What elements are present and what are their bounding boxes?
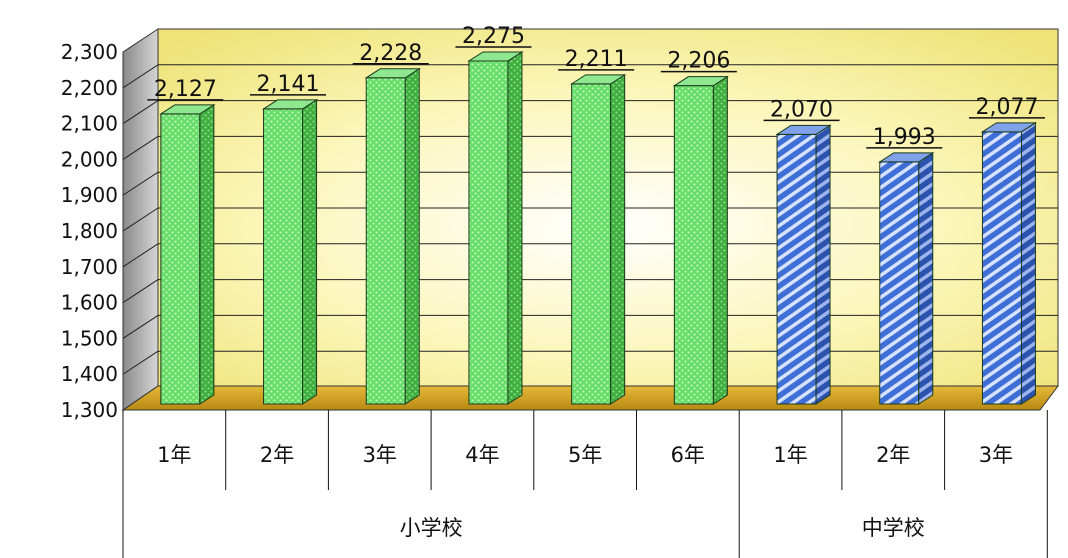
bar-front xyxy=(981,131,1022,405)
bar-side xyxy=(712,75,728,405)
bar-front xyxy=(776,133,817,405)
bar-front xyxy=(879,161,920,405)
bar-front xyxy=(160,113,201,405)
category-label: 3年 xyxy=(979,443,1013,467)
category-label: 6年 xyxy=(671,443,705,467)
group-label: 中学校 xyxy=(862,516,925,540)
bar-top xyxy=(878,152,935,163)
bar xyxy=(878,151,935,405)
bar xyxy=(467,51,524,405)
gridline-side xyxy=(122,64,159,89)
category-label: 2年 xyxy=(260,443,294,467)
y-tick-label: 1,900 xyxy=(61,183,118,207)
data-label: 2,211 xyxy=(565,47,628,72)
gridline-side xyxy=(122,243,159,268)
bar xyxy=(364,67,421,405)
bar-top xyxy=(261,99,319,110)
category-label: 5年 xyxy=(568,443,602,467)
bar xyxy=(569,73,627,405)
y-tick-label: 1,600 xyxy=(61,291,118,315)
bar xyxy=(159,104,216,405)
bar-side xyxy=(610,73,626,405)
category-label: 2年 xyxy=(876,443,910,467)
data-label: 2,070 xyxy=(770,97,833,122)
bar xyxy=(775,124,832,405)
bar-top xyxy=(159,104,216,115)
bar-front xyxy=(673,85,714,405)
y-tick-label: 1,800 xyxy=(61,219,118,243)
data-label: 2,077 xyxy=(975,95,1038,120)
bar-front xyxy=(571,83,612,405)
bar-front xyxy=(468,60,509,405)
bar-side xyxy=(404,67,420,405)
y-tick-label: 1,700 xyxy=(61,255,118,279)
y-tick-label: 1,500 xyxy=(61,326,118,350)
data-label: 2,141 xyxy=(257,72,320,97)
gridline-side xyxy=(122,171,159,196)
bar-side xyxy=(918,151,934,405)
y-tick-label: 1,400 xyxy=(61,362,118,386)
data-label: 2,206 xyxy=(667,49,730,74)
y-tick-label: 2,300 xyxy=(61,40,118,64)
group-label: 小学校 xyxy=(400,516,463,540)
bar-side xyxy=(302,99,318,405)
y-tick-label: 2,000 xyxy=(61,147,118,171)
bar-side xyxy=(199,104,215,405)
category-label: 1年 xyxy=(157,443,191,467)
bar xyxy=(980,121,1038,405)
category-label: 3年 xyxy=(363,443,397,467)
bar-front xyxy=(263,108,304,405)
bar-top xyxy=(467,51,524,62)
bar-side xyxy=(815,124,831,405)
bar-side xyxy=(507,51,523,405)
bar-top xyxy=(672,76,730,87)
bar xyxy=(672,75,730,405)
bar-front xyxy=(365,77,406,405)
bar-top xyxy=(364,68,421,79)
bar-side xyxy=(1020,121,1036,405)
data-label: 2,228 xyxy=(359,41,422,66)
gridline-side xyxy=(122,135,159,160)
gridline-side xyxy=(122,314,159,339)
bar-top xyxy=(775,124,832,135)
bar xyxy=(261,99,319,405)
bar-top xyxy=(980,122,1038,133)
data-label: 2,275 xyxy=(462,24,525,49)
gridline-side xyxy=(122,350,159,375)
category-label: 1年 xyxy=(773,443,807,467)
gridline-side xyxy=(122,207,159,232)
gridline-side xyxy=(122,100,159,125)
y-tick-label: 1,300 xyxy=(61,398,118,422)
category-label: 4年 xyxy=(465,443,499,467)
data-label: 2,127 xyxy=(154,77,217,102)
y-tick-label: 2,200 xyxy=(61,76,118,100)
data-label: 1,993 xyxy=(873,125,936,150)
bar-top xyxy=(569,74,627,85)
y-tick-label: 2,100 xyxy=(61,112,118,136)
gridline-side xyxy=(122,279,159,304)
